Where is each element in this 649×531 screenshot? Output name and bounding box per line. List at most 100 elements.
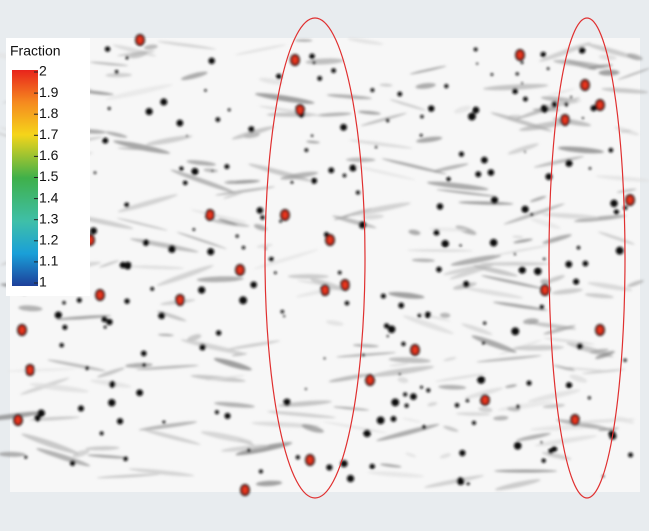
dark-spot <box>386 119 390 123</box>
dark-spot <box>102 138 108 144</box>
hot-spot <box>627 196 633 204</box>
dark-spot <box>363 429 371 437</box>
dark-spot <box>117 418 123 424</box>
dark-spot <box>94 171 97 174</box>
dark-spot <box>547 67 550 70</box>
dark-spot <box>340 124 347 131</box>
dark-spot <box>401 342 405 346</box>
dark-spot <box>120 262 126 268</box>
dark-spot <box>422 425 426 429</box>
dark-spot <box>239 296 247 304</box>
dark-spot <box>250 281 257 288</box>
dark-spot <box>404 403 408 407</box>
dark-spot <box>628 453 633 458</box>
dark-spot <box>269 257 274 262</box>
colorbar-tick-label: 1.1 <box>39 253 59 269</box>
dark-spot <box>158 312 165 319</box>
dark-spot <box>475 171 481 177</box>
dark-spot <box>477 376 485 384</box>
dark-spot <box>317 76 322 81</box>
dark-spot <box>565 261 572 268</box>
dark-spot <box>490 239 498 247</box>
dark-spot <box>426 388 430 392</box>
dark-spot <box>381 294 386 299</box>
dark-spot <box>564 102 568 106</box>
dark-spot <box>516 404 520 408</box>
dark-spot <box>328 167 334 173</box>
colorbar-tick-label: 1.5 <box>39 168 59 184</box>
dark-spot <box>446 177 451 182</box>
dark-spot <box>579 47 586 54</box>
dark-spot <box>247 448 251 452</box>
dark-spot <box>311 178 317 184</box>
figure: Fraction 21.91.81.71.61.51.41.31.21.11 <box>0 0 649 531</box>
hot-spot <box>177 296 183 304</box>
dark-spot <box>526 380 531 385</box>
hot-spot <box>292 56 298 64</box>
dark-spot <box>522 206 529 213</box>
dark-spot <box>283 399 290 406</box>
dark-spot <box>260 215 265 220</box>
dark-spot <box>259 469 263 473</box>
dark-spot <box>387 335 389 337</box>
dark-spot <box>215 117 220 122</box>
dark-spot <box>514 442 522 450</box>
hot-spot <box>307 456 313 464</box>
dark-spot <box>160 98 167 105</box>
dark-spot <box>523 97 528 102</box>
dark-spot <box>472 107 479 114</box>
dark-spot <box>208 58 215 65</box>
dark-spot <box>377 416 385 424</box>
dark-spot <box>104 326 107 329</box>
dark-spot <box>85 366 89 370</box>
dark-spot <box>391 416 397 422</box>
dark-spot <box>176 120 183 127</box>
dark-spot <box>236 235 239 238</box>
dark-spot <box>192 228 195 231</box>
dark-spot <box>108 107 111 110</box>
dark-spot <box>588 396 591 399</box>
dark-spot <box>488 169 495 176</box>
dark-spot <box>512 88 518 94</box>
dark-spot <box>183 180 188 185</box>
dark-spot <box>191 168 198 175</box>
dark-spot <box>186 135 188 137</box>
dark-spot <box>143 239 150 246</box>
hot-spot <box>517 51 523 59</box>
dark-spot <box>345 301 350 306</box>
dark-spot <box>459 244 461 246</box>
dark-spot <box>141 351 147 357</box>
dark-spot <box>551 446 557 452</box>
dark-spot <box>530 213 533 216</box>
dark-spot <box>125 56 128 59</box>
dark-spot <box>343 174 347 178</box>
dark-spot <box>211 170 213 172</box>
colorbar-tick-label: 2 <box>39 63 47 79</box>
dark-spot <box>276 74 282 80</box>
colorbar-tick-label: 1.8 <box>39 105 59 121</box>
dark-spot <box>466 399 470 403</box>
dark-spot <box>441 240 449 248</box>
dark-spot <box>100 431 104 435</box>
dark-spot <box>324 357 326 359</box>
dark-spot <box>106 319 112 325</box>
dark-spot <box>534 271 537 274</box>
dark-spot <box>541 458 545 462</box>
dark-spot <box>248 126 254 132</box>
legend-title: Fraction <box>10 43 61 59</box>
dark-spot <box>481 157 488 164</box>
dark-spot <box>62 325 67 330</box>
dark-spot <box>570 96 572 98</box>
hot-spot <box>597 101 603 109</box>
dark-spot <box>437 203 443 209</box>
dark-spot <box>224 164 229 169</box>
dark-spot <box>420 115 423 118</box>
hot-spot <box>572 416 578 424</box>
dark-spot <box>436 267 442 273</box>
colorbar-tick-label: 1.3 <box>39 210 59 226</box>
dark-spot <box>482 341 485 344</box>
dark-spot <box>521 61 524 64</box>
dark-spot <box>115 70 119 74</box>
dark-spot <box>483 322 486 325</box>
dark-spot <box>150 287 154 291</box>
